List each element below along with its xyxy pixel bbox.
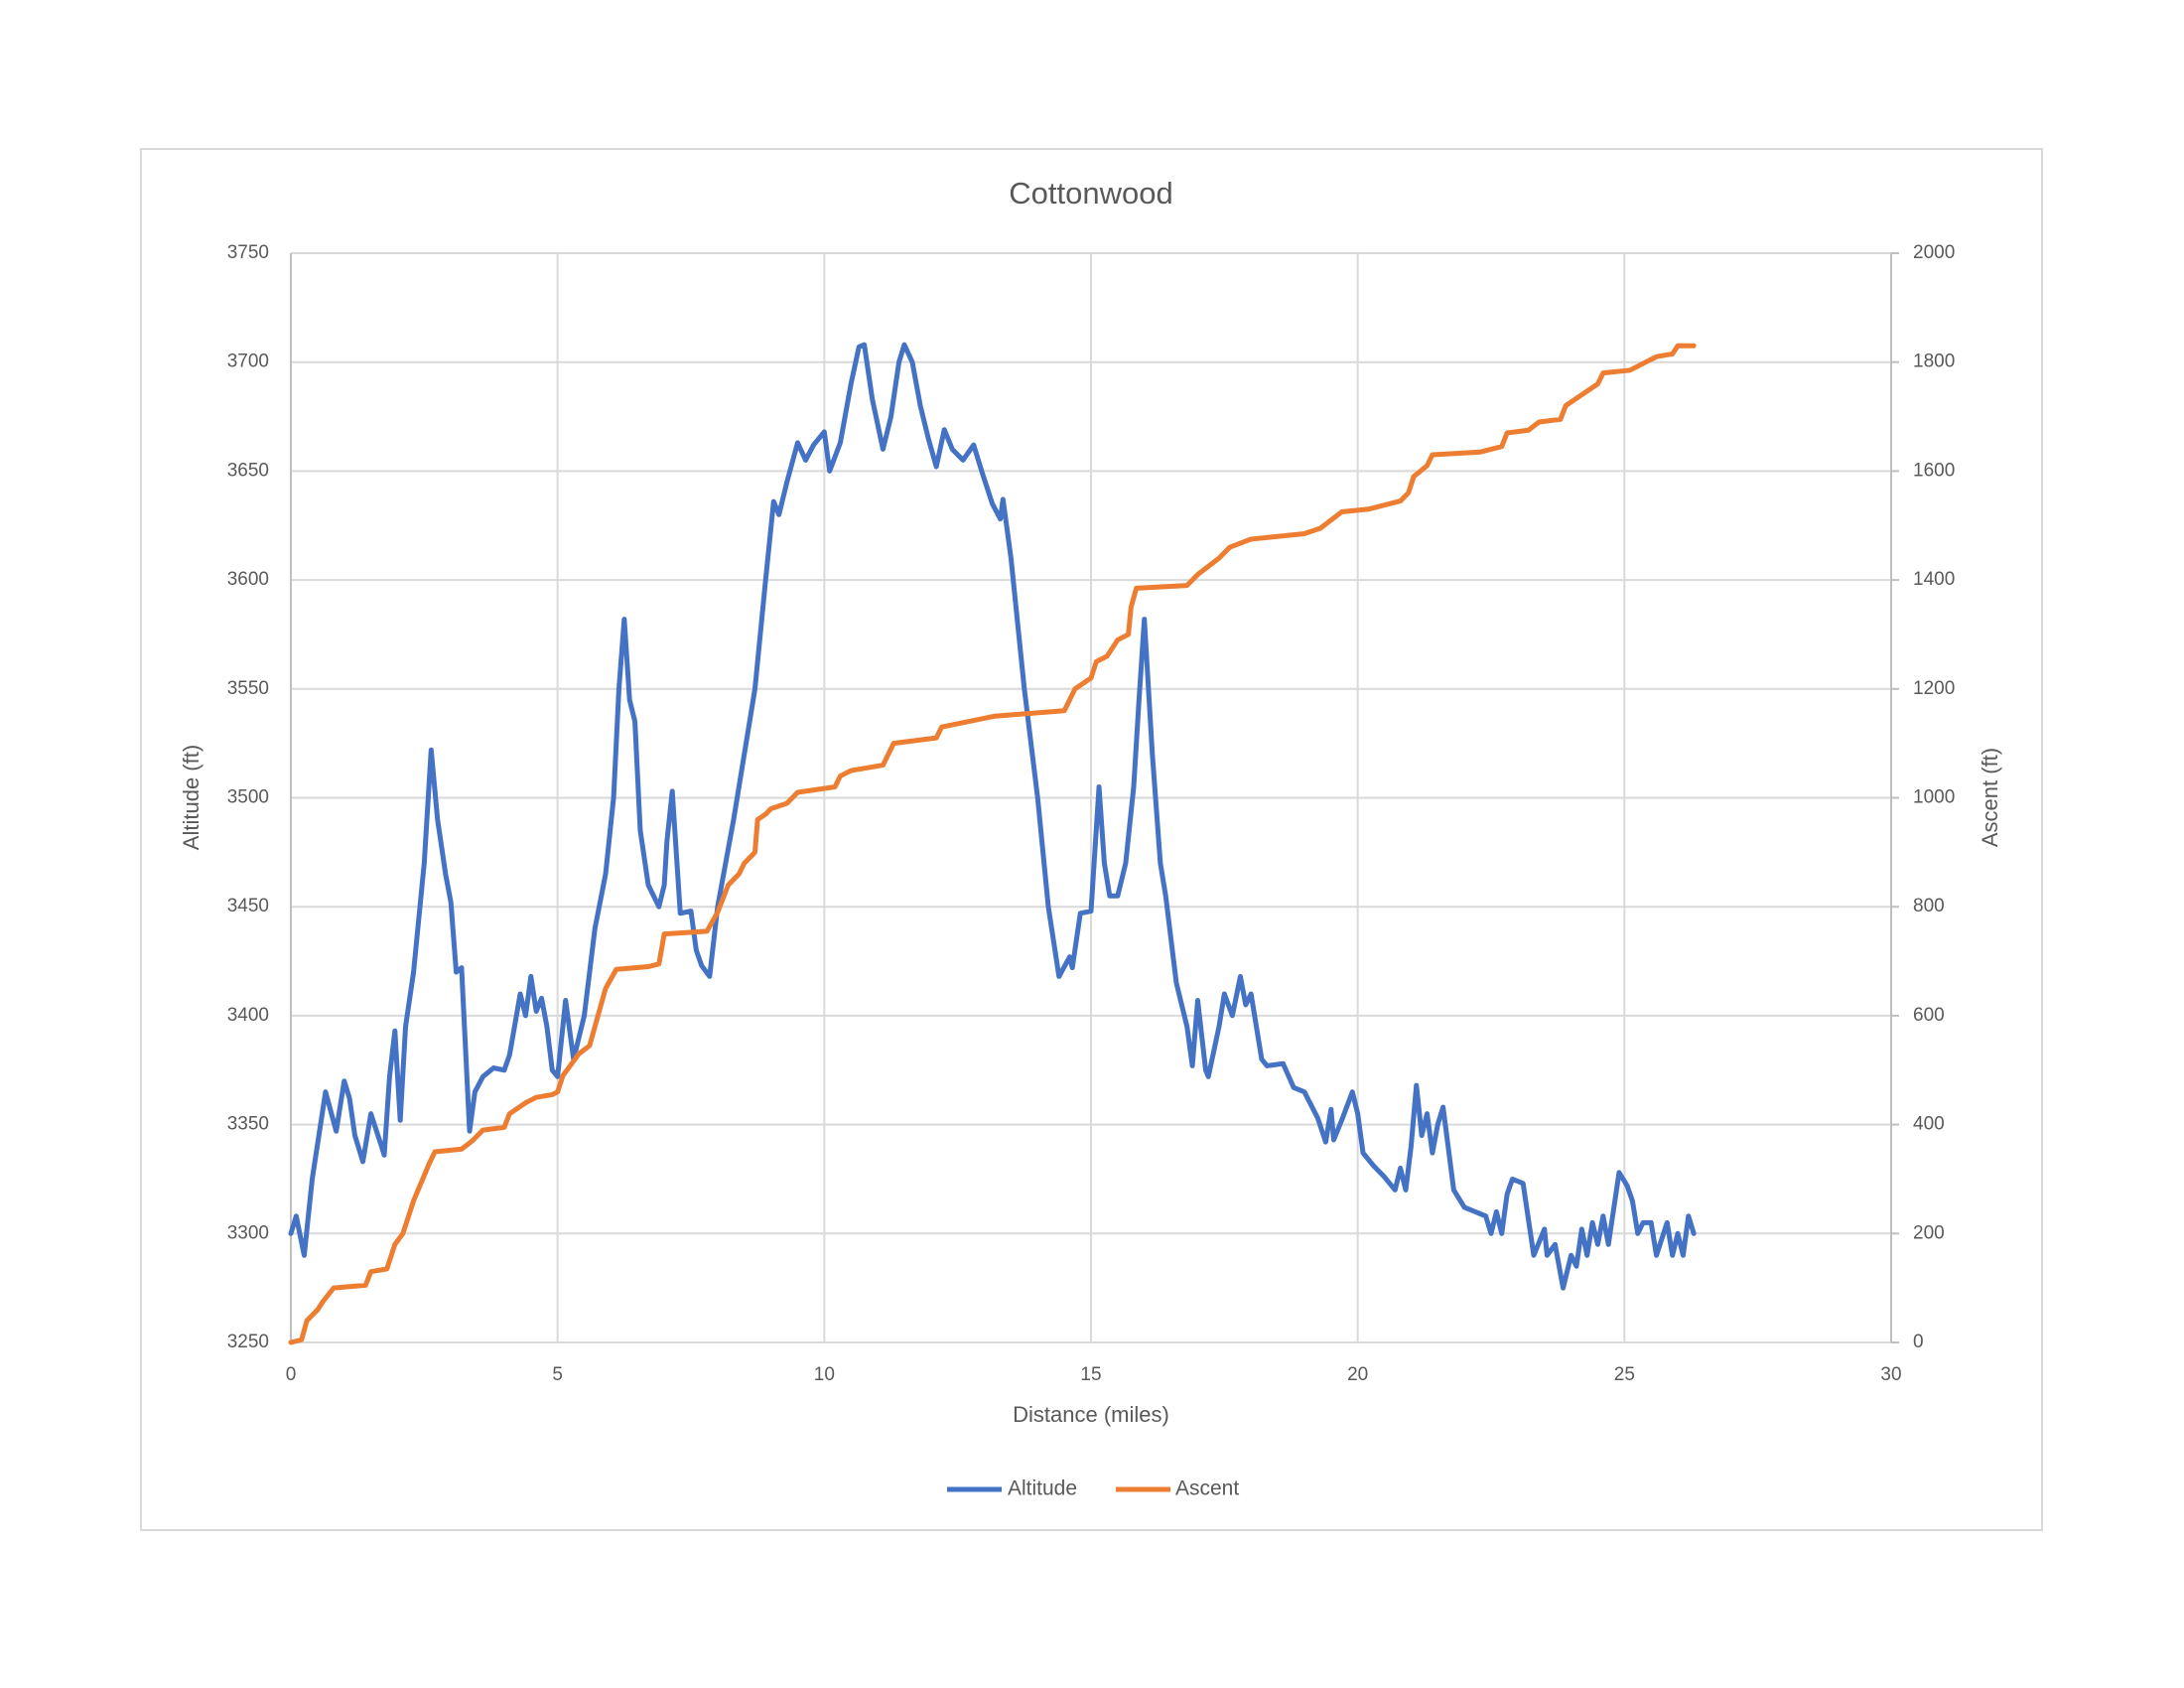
data-line (288, 343, 1697, 1345)
x-tick-label: 30 (1880, 1364, 1901, 1385)
y-tick-label: 3350 (227, 1114, 269, 1135)
data-line (288, 342, 1697, 1291)
y-tick-label: 3400 (227, 1005, 269, 1026)
legend-text: Altitude (1008, 1477, 1077, 1500)
x-tick-label: 20 (1347, 1364, 1368, 1385)
y-tick-label: 3650 (227, 460, 269, 481)
y2-axis-label: Ascent (ft) (1978, 748, 2002, 847)
y2-tick-label: 0 (1913, 1332, 1924, 1352)
y2-tick-label: 1800 (1913, 352, 1955, 372)
legend-text: Ascent (1175, 1477, 1239, 1500)
y2-tick-label: 800 (1913, 896, 1945, 916)
y2-tick-label: 400 (1913, 1114, 1945, 1135)
y-tick-label: 3750 (227, 242, 269, 263)
x-tick-label: 25 (1614, 1364, 1635, 1385)
y-tick-label: 3450 (227, 896, 269, 916)
x-tick-label: 15 (1080, 1364, 1101, 1385)
y-tick-label: 3600 (227, 569, 269, 590)
x-tick-label: 0 (286, 1364, 297, 1385)
x-axis-label: Distance (miles) (1013, 1402, 1169, 1427)
y2-tick-label: 600 (1913, 1005, 1945, 1026)
y-tick-label: 3500 (227, 787, 269, 808)
y-tick-label: 3250 (227, 1332, 269, 1352)
y-tick-label: 3300 (227, 1222, 269, 1243)
y-axis-label: Altitude (ft) (179, 745, 204, 850)
y2-tick-label: 200 (1913, 1222, 1945, 1243)
y-tick-label: 3550 (227, 678, 269, 699)
x-tick-label: 5 (552, 1364, 563, 1385)
y-tick-label: 3700 (227, 352, 269, 372)
y2-tick-label: 1000 (1913, 787, 1955, 808)
x-tick-label: 10 (814, 1364, 835, 1385)
y2-tick-label: 1400 (1913, 569, 1955, 590)
y2-tick-label: 1600 (1913, 460, 1955, 481)
y2-tick-label: 1200 (1913, 678, 1955, 699)
y2-tick-label: 2000 (1913, 242, 1955, 263)
chart-title: Cottonwood (1009, 176, 1172, 211)
